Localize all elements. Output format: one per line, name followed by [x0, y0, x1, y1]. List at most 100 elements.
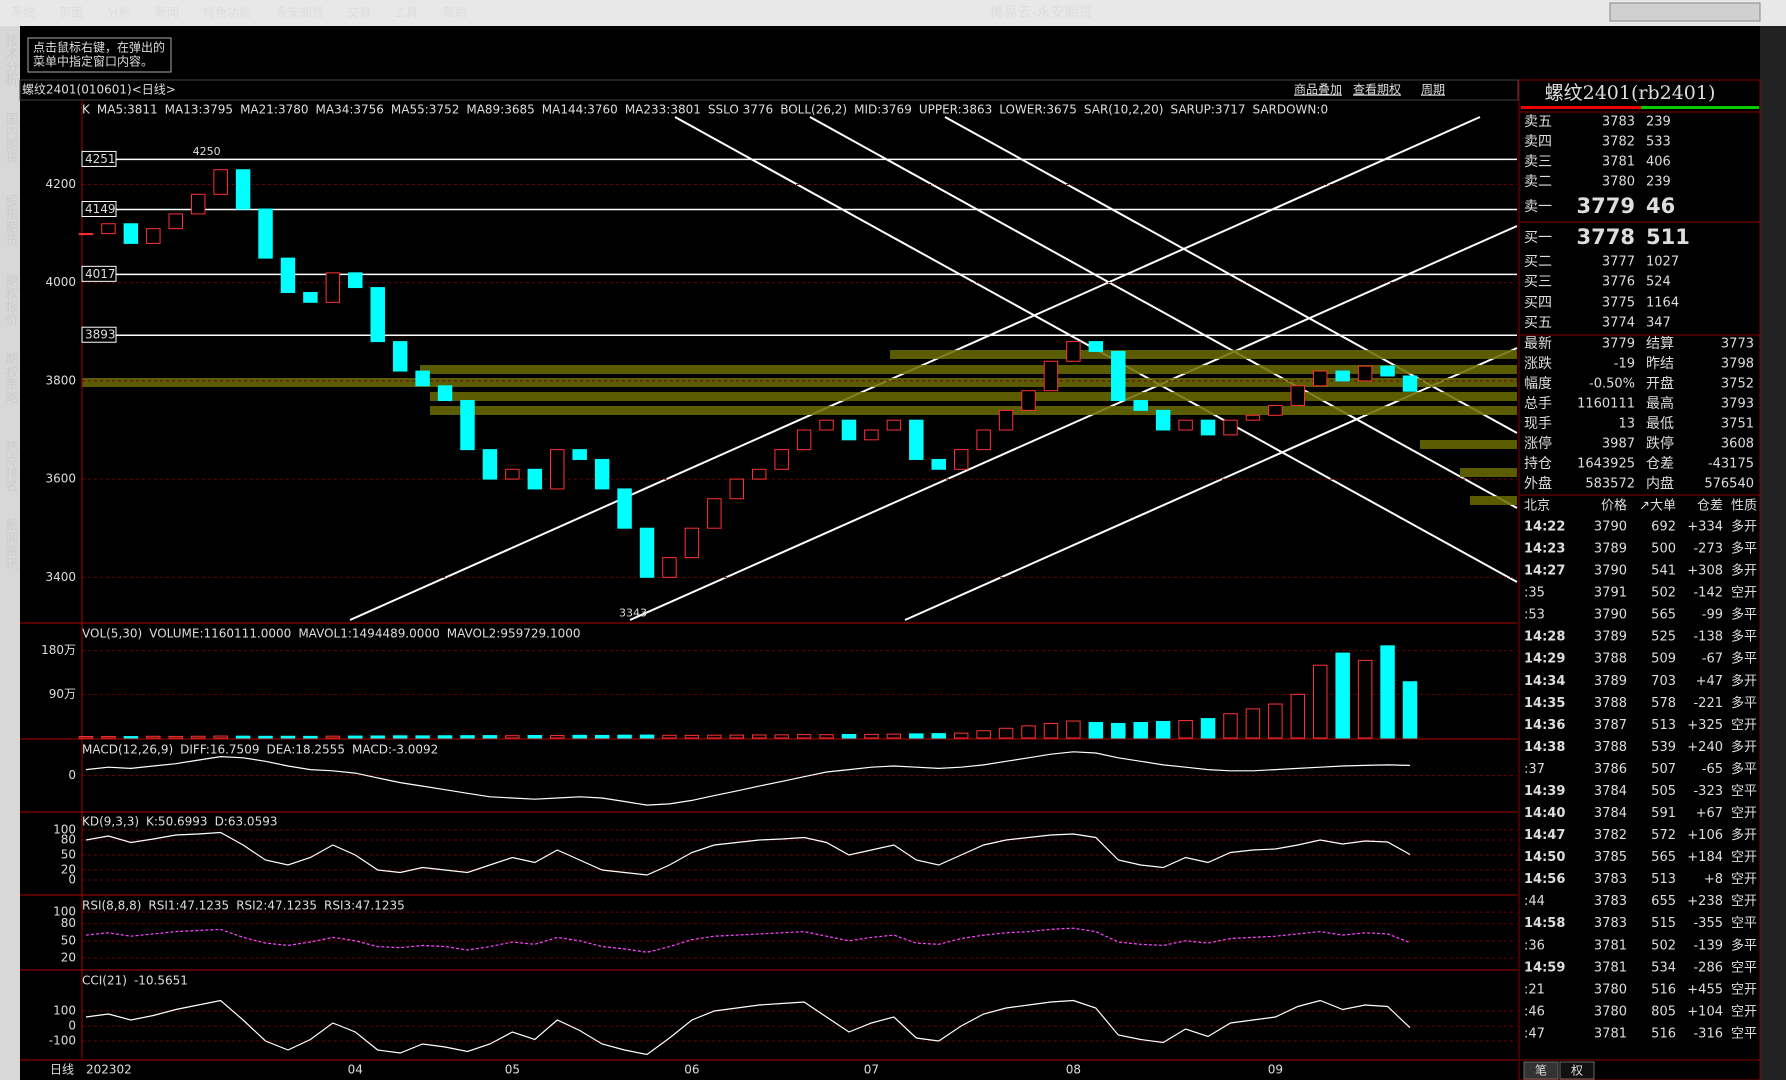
tick-cell: -99 — [1702, 608, 1723, 623]
legend-item: VOLUME:1160111.0000 — [149, 627, 291, 641]
tick-cell: 703 — [1651, 674, 1676, 689]
period-label: 日线 — [50, 1063, 74, 1077]
side-tab[interactable]: 期权报价 — [3, 274, 19, 326]
tick-cell: 3790 — [1594, 608, 1627, 623]
volume-bar — [1043, 722, 1059, 739]
volume-bar — [1313, 664, 1328, 739]
candle — [325, 272, 341, 303]
book-label: 卖四 — [1524, 134, 1552, 150]
book-volume: 347 — [1646, 316, 1671, 331]
tick-cell: 3789 — [1594, 542, 1627, 557]
level-label: 4251 — [85, 152, 116, 166]
side-tab[interactable]: 新闻资讯 — [3, 517, 19, 571]
side-tab[interactable]: 股指期货 — [3, 194, 19, 246]
volume-bar — [639, 734, 655, 739]
tab-label[interactable]: 笔 — [1535, 1063, 1547, 1078]
chart-link[interactable]: 周期 — [1421, 83, 1445, 97]
legend-item: MAVOL2:959729.1000 — [447, 627, 581, 641]
tick-cell: 3781 — [1594, 960, 1627, 975]
volume-bar — [1380, 645, 1395, 739]
book-price: 3782 — [1602, 135, 1635, 150]
menu-item[interactable]: 特色功能 — [203, 5, 251, 20]
chart-link[interactable]: 查看期权 — [1353, 83, 1401, 97]
ticks-header: 性质 — [1731, 499, 1757, 514]
volume-bar — [303, 735, 318, 739]
volume-bar — [1088, 721, 1104, 739]
stat-label: 开盘 — [1646, 375, 1674, 392]
volume-bar — [1200, 718, 1216, 739]
tick-cell: 534 — [1651, 960, 1676, 975]
tick-cell: 3789 — [1594, 674, 1627, 689]
stat-label: 总手 — [1524, 396, 1552, 412]
candle — [931, 458, 946, 470]
candle — [1313, 370, 1328, 387]
volume-bar — [370, 735, 385, 739]
y-tick-label: 0 — [68, 1019, 76, 1033]
tick-cell: 空开 — [1731, 806, 1757, 821]
tab-label[interactable]: 权 — [1571, 1064, 1583, 1078]
candle — [864, 429, 879, 441]
legend-item: -10.5651 — [134, 974, 188, 988]
level-box — [81, 201, 117, 218]
candle — [751, 468, 767, 480]
y-tick-label: 50 — [61, 933, 76, 947]
candle — [1200, 419, 1216, 436]
tick-cell: -221 — [1693, 696, 1723, 711]
side-tab[interactable]: 国内期货 — [3, 112, 19, 164]
fall-bar — [1641, 106, 1759, 109]
tick-cell: 3789 — [1594, 630, 1627, 645]
legend-item: DEA:18.2555 — [266, 743, 345, 757]
candle — [280, 257, 296, 293]
tick-cell: -286 — [1693, 960, 1723, 975]
tick-cell: :44 — [1524, 894, 1545, 909]
volume-bar — [1155, 721, 1171, 739]
tab[interactable] — [1523, 1061, 1559, 1080]
candle — [662, 557, 677, 578]
tick-cell: 空开 — [1731, 1004, 1757, 1019]
volume-bar — [572, 734, 587, 739]
tick-cell: 多开 — [1731, 739, 1757, 755]
volume-bar — [348, 735, 363, 739]
y-tick-label: 180万 — [41, 643, 76, 657]
book-label: 卖二 — [1524, 174, 1552, 190]
menu-item[interactable]: 永安期货 — [276, 5, 324, 20]
volume-bar — [1245, 708, 1261, 739]
menu-item[interactable]: 分析 — [107, 6, 131, 20]
legend-item: MACD(12,26,9) — [82, 743, 173, 757]
menu-item[interactable]: 系统 — [11, 6, 35, 20]
menu-item[interactable]: 页面 — [59, 6, 83, 20]
volume-bar — [415, 735, 430, 739]
candle — [258, 208, 273, 259]
tick-cell: 多平 — [1731, 651, 1757, 667]
side-tab[interactable]: 技术分析 — [3, 34, 19, 86]
volume-bar — [998, 727, 1014, 739]
volume-bar — [213, 735, 228, 739]
stat-value: 583572 — [1585, 477, 1635, 492]
tick-cell: -142 — [1693, 586, 1723, 601]
candle — [392, 341, 408, 372]
level-label: 3893 — [85, 328, 116, 342]
tab[interactable] — [1559, 1061, 1595, 1080]
menu-item[interactable]: 交易 — [347, 5, 371, 20]
tick-cell: 591 — [1651, 806, 1676, 821]
menu-item[interactable]: 新闻 — [155, 5, 179, 20]
candle — [415, 370, 430, 387]
book-price: 3781 — [1602, 155, 1635, 170]
legend-item: K:50.6993 — [146, 815, 208, 829]
kd-line — [85, 831, 1411, 876]
menu-item[interactable]: 工具 — [394, 6, 418, 20]
legend-item: MACD:-3.0092 — [352, 743, 438, 757]
chart-link[interactable]: 商品叠加 — [1294, 82, 1342, 97]
tick-cell: 578 — [1651, 696, 1676, 711]
rise-bar — [1521, 106, 1641, 109]
tick-cell: -65 — [1702, 762, 1723, 777]
side-tab[interactable]: 热点排名 — [3, 440, 19, 492]
candle — [78, 233, 94, 236]
volume-bar — [527, 734, 543, 739]
side-tab[interactable]: 期权策略 — [3, 352, 19, 404]
menu-item[interactable]: 帮助 — [443, 6, 467, 20]
ticks-header: 北京 — [1524, 499, 1550, 514]
stat-value: -0.50% — [1589, 377, 1635, 392]
candle — [1380, 365, 1395, 377]
